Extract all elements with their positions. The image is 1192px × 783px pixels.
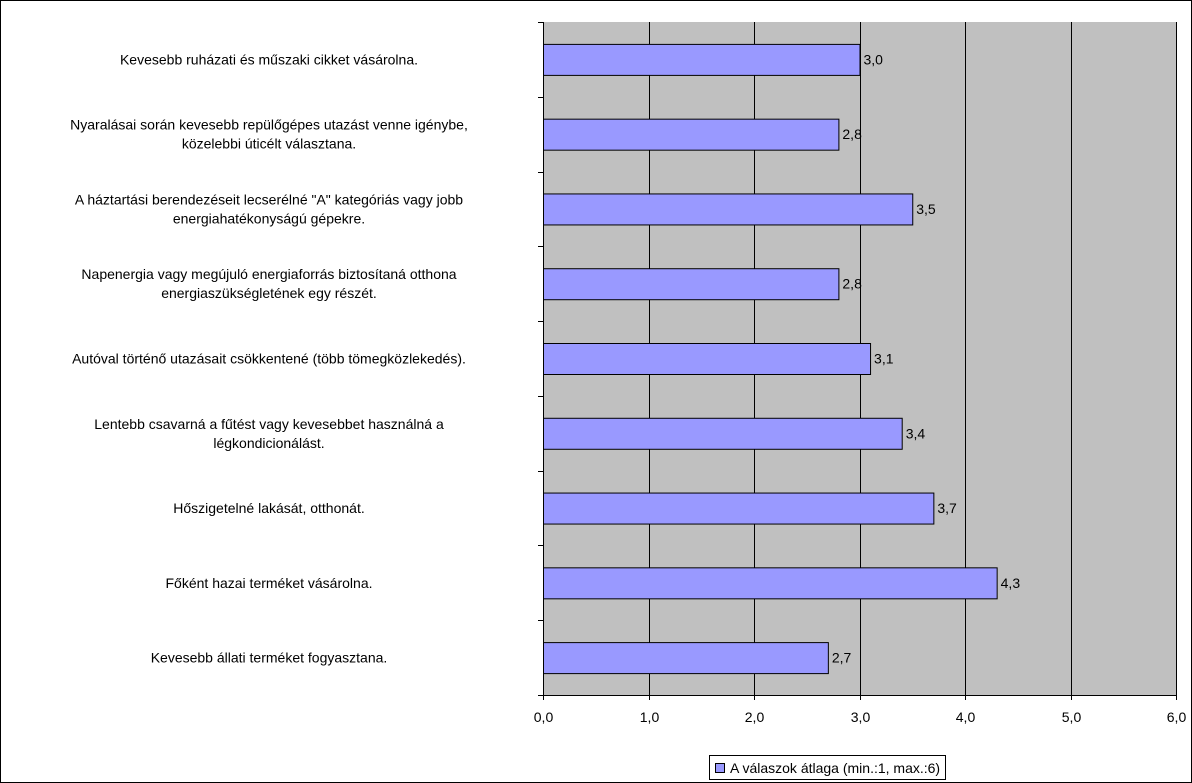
category-label-line: Autóval történő utazásait csökkentené (t… — [72, 351, 466, 367]
data-label: 4,3 — [1001, 575, 1021, 591]
data-label: 3,5 — [916, 201, 936, 217]
legend-label: A válaszok átlaga (min.:1, max.:6) — [730, 759, 941, 776]
data-label: 3,7 — [937, 500, 957, 516]
axes — [538, 22, 1177, 700]
category-label: Nyaralásai során kevesebb repülőgépes ut… — [70, 117, 468, 152]
category-label-line: Kevesebb állati terméket fogyasztana. — [151, 650, 388, 666]
bar — [543, 492, 935, 525]
legend-swatch — [715, 762, 725, 773]
category-label-line: Lentebb csavarná a fűtést vagy kevesebbe… — [94, 416, 444, 432]
bar — [543, 567, 998, 600]
data-label: 2,8 — [842, 126, 862, 142]
data-label: 3,0 — [864, 51, 884, 67]
category-label: Kevesebb ruházati és műszaki cikket vásá… — [120, 51, 418, 67]
x-tick-label: 5,0 — [1062, 709, 1082, 725]
bar — [543, 193, 914, 226]
x-tick-label: 4,0 — [956, 709, 976, 725]
x-tick-label: 1,0 — [640, 709, 660, 725]
category-label-line: Hőszigetelné lakását, otthonát. — [173, 500, 364, 516]
x-tick-label: 3,0 — [851, 709, 871, 725]
category-label-line: energiahatékonyságú gépekre. — [173, 210, 365, 226]
bar — [543, 642, 829, 675]
bar — [543, 43, 861, 76]
category-label: Kevesebb állati terméket fogyasztana. — [151, 650, 388, 666]
data-label: 3,4 — [906, 425, 926, 441]
category-label: Főként hazai terméket vásárolna. — [166, 575, 373, 591]
legend: A válaszok átlaga (min.:1, max.:6) — [709, 755, 947, 780]
category-label: Hőszigetelné lakását, otthonát. — [173, 500, 364, 516]
category-label-line: légkondicionálást. — [213, 435, 324, 451]
x-tick-label: 2,0 — [745, 709, 765, 725]
bar — [543, 343, 872, 375]
category-label-line: energiaszükségletének egy részét. — [161, 285, 377, 301]
category-label-line: Főként hazai terméket vásárolna. — [166, 575, 373, 591]
category-label: Lentebb csavarná a fűtést vagy kevesebbe… — [94, 416, 444, 451]
bar — [543, 417, 903, 450]
category-label: Autóval történő utazásait csökkentené (t… — [72, 351, 466, 367]
category-label: Napenergia vagy megújuló energiaforrás b… — [81, 266, 456, 301]
data-label: 2,7 — [832, 650, 852, 666]
bar — [543, 268, 840, 301]
labels: 0,0 1,0 2,0 3,0 4,0 5,0 6,0 3,0 Kevesebb ruházat… — [70, 51, 1186, 725]
bar — [543, 118, 840, 151]
data-label: 3,1 — [874, 351, 894, 367]
category-label-line: közelebbi úticélt választana. — [182, 136, 356, 152]
category-label-line: Nyaralásai során kevesebb repülőgépes ut… — [70, 117, 468, 133]
data-label: 2,8 — [842, 276, 862, 292]
x-tick-label: 6,0 — [1167, 709, 1187, 725]
category-label: A háztartási berendezéseit lecserélné "A… — [75, 191, 463, 226]
bars — [543, 43, 998, 675]
x-tick-label: 0,0 — [534, 709, 554, 725]
category-label-line: A háztartási berendezéseit lecserélné "A… — [75, 191, 463, 207]
category-label-line: Napenergia vagy megújuló energiaforrás b… — [81, 266, 456, 282]
category-label-line: Kevesebb ruházati és műszaki cikket vásá… — [120, 51, 418, 67]
